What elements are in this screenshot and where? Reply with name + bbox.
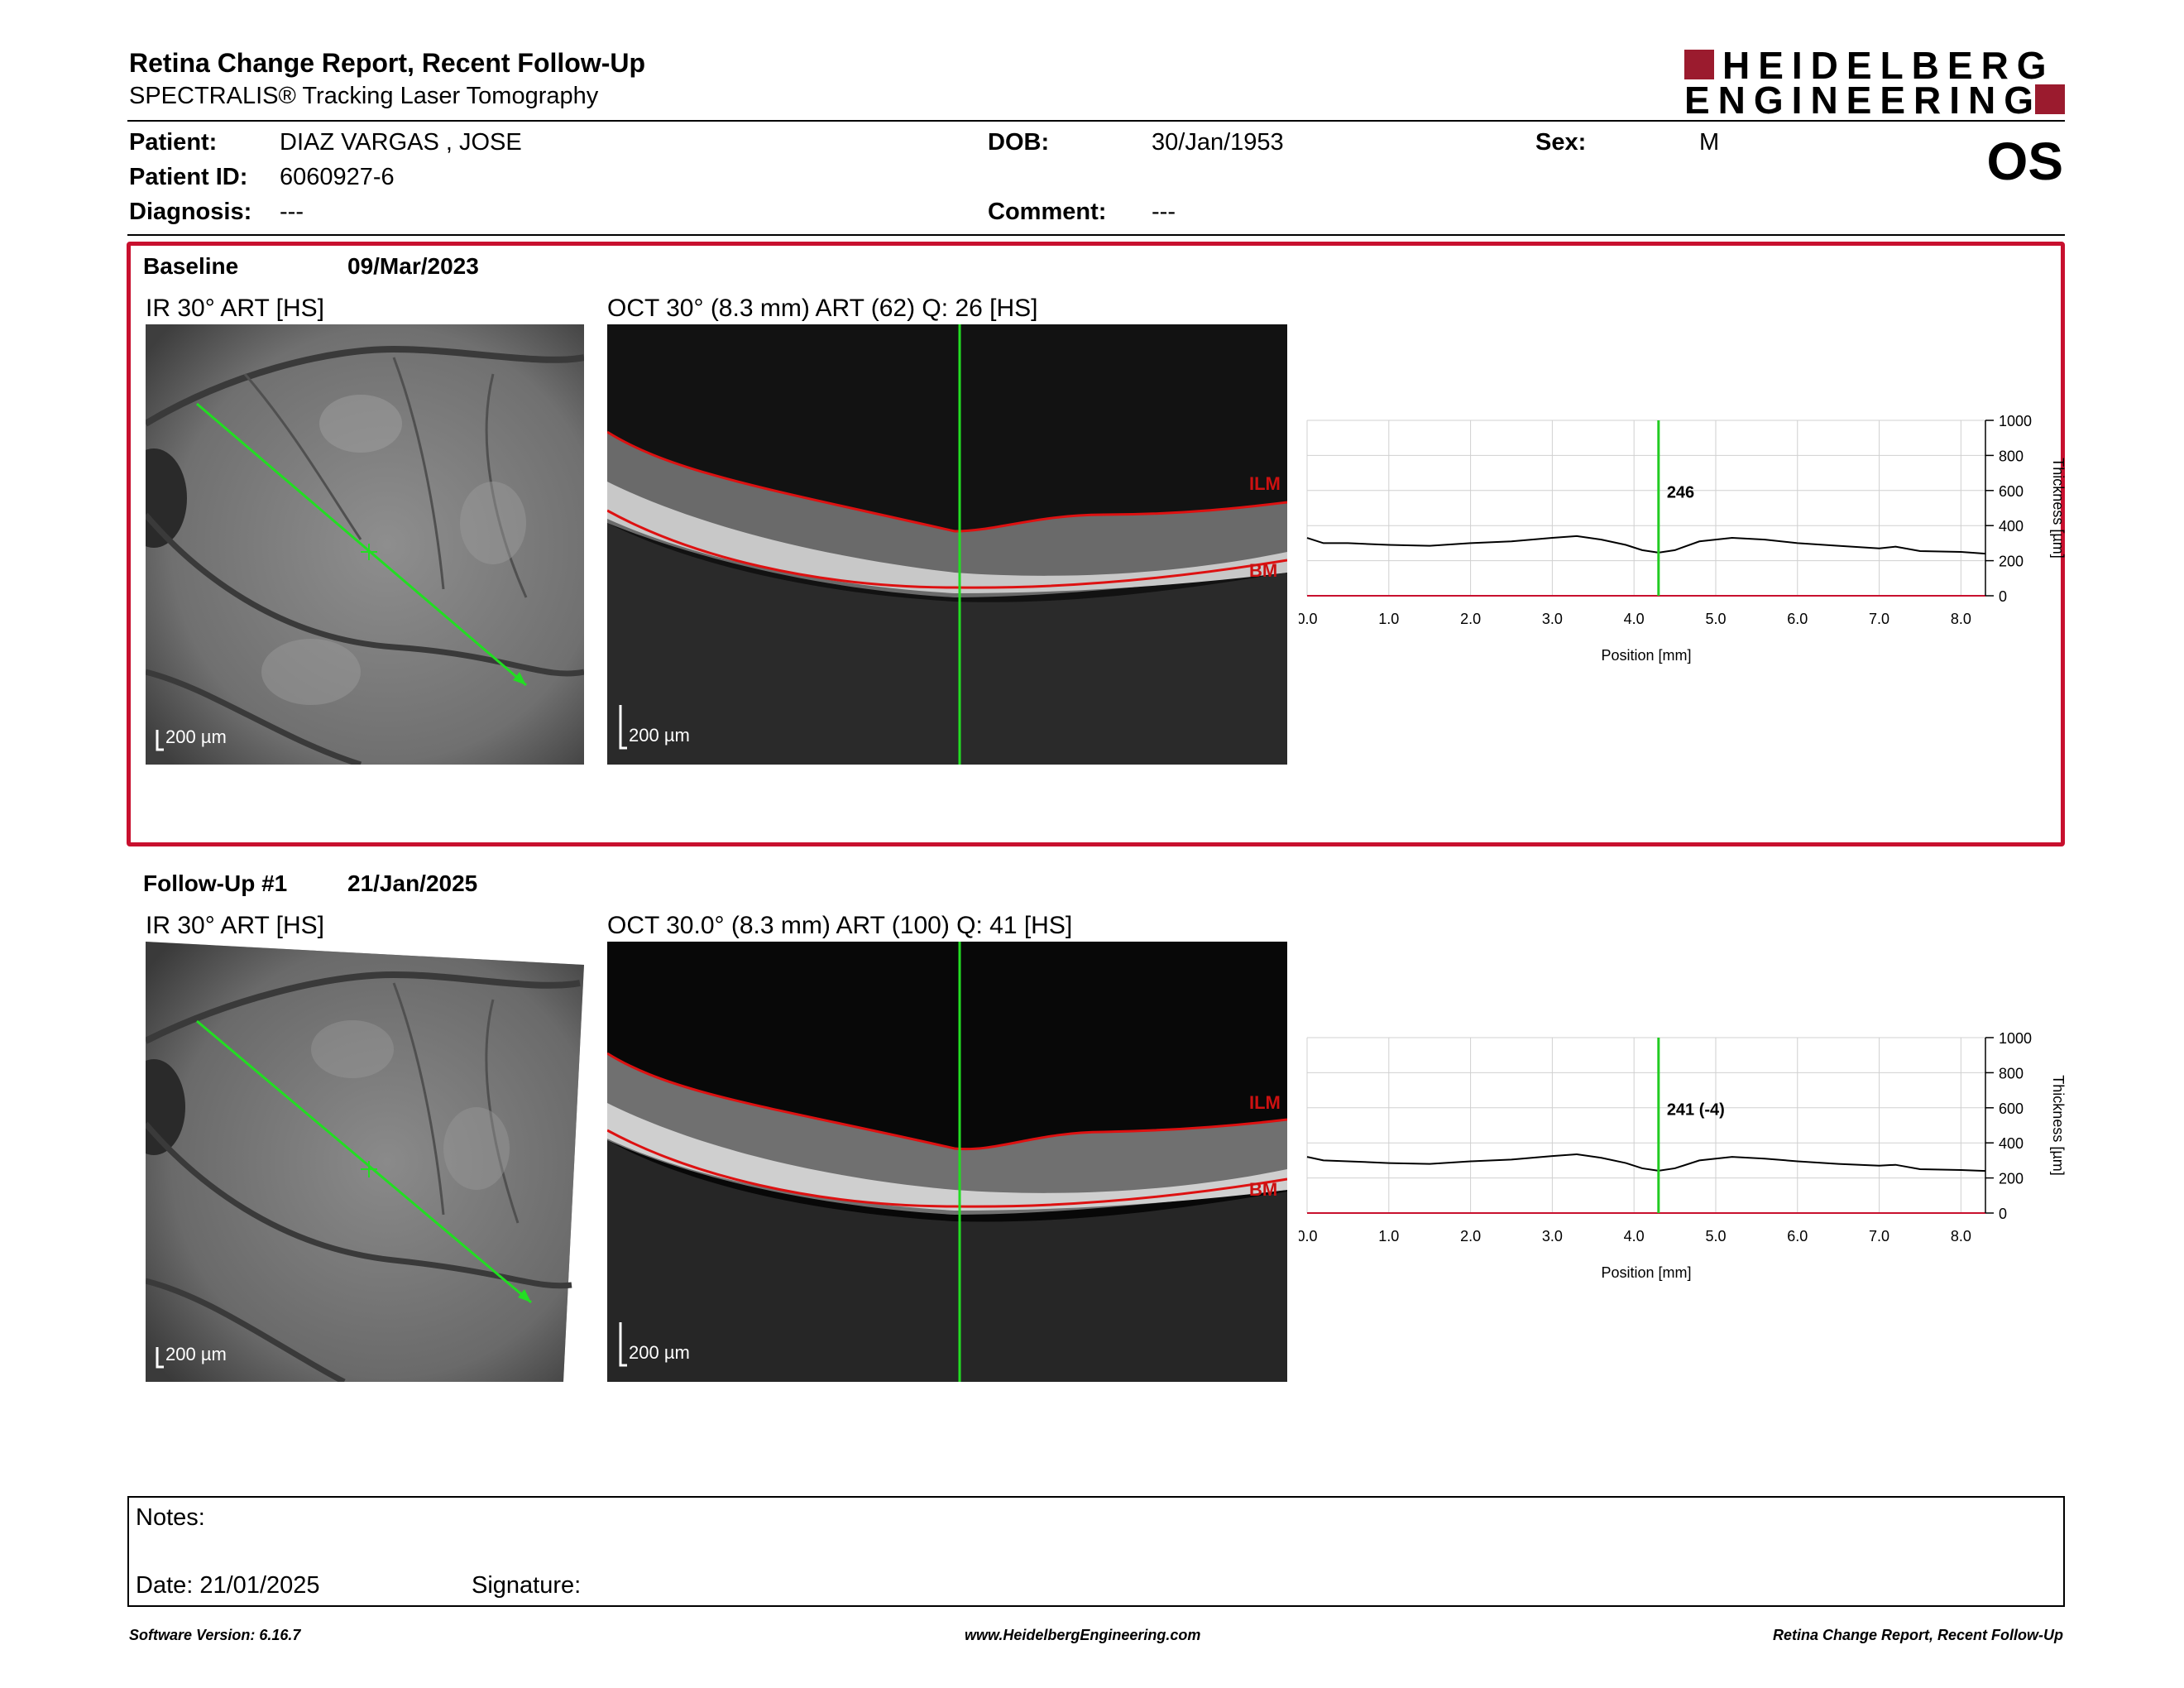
heidelberg-logo: HEIDELBERG ENGINEERING <box>1684 44 2065 122</box>
diagnosis-label: Diagnosis: <box>129 199 252 225</box>
followup-ir-caption: IR 30° ART [HS] <box>146 912 324 939</box>
baseline-thickness-chart: 0 200 400 600 800 1000 0.0 1.0 2.0 3.0 4.0 5.0 6.0 7.… <box>1299 413 2067 664</box>
header-divider <box>127 120 2065 122</box>
patient-id-label: Patient ID: <box>129 164 248 190</box>
y-tick-label: 400 <box>1999 1135 2024 1152</box>
notes-date: Date: 21/01/2025 <box>136 1572 320 1599</box>
signature-label: Signature: <box>472 1572 582 1599</box>
comment-label: Comment: <box>988 199 1107 225</box>
patient-id-value: 6060927-6 <box>280 164 395 190</box>
baseline-ilm-label: ILM <box>1249 473 1281 494</box>
x-tick-label: 2.0 <box>1460 1228 1481 1244</box>
logo-line2: ENGINEERING <box>1684 79 2043 122</box>
footer-website[interactable]: www.HeidelbergEngineering.com <box>965 1627 1201 1643</box>
y-tick-label: 0 <box>1999 588 2007 605</box>
followup-ir-scale: 200 µm <box>165 1344 227 1364</box>
y-tick-label: 400 <box>1999 518 2024 535</box>
eye-indicator: OS <box>1986 132 2063 191</box>
notes-label: Notes: <box>136 1504 205 1531</box>
report-subtitle: SPECTRALIS® Tracking Laser Tomography <box>129 83 599 109</box>
x-tick-label: 8.0 <box>1951 1228 1971 1244</box>
y-tick-label: 0 <box>1999 1206 2007 1222</box>
thickness-series-line <box>1306 1153 1986 1172</box>
y-tick-label: 200 <box>1999 554 2024 570</box>
x-tick-label: 2.0 <box>1460 611 1481 627</box>
footer-software-version: Software Version: 6.16.7 <box>129 1627 301 1643</box>
cursor-value-label: 246 <box>1667 483 1694 501</box>
thickness-series-line <box>1306 535 1986 555</box>
y-tick-label: 800 <box>1999 1065 2024 1081</box>
logo-square-bottom <box>2035 84 2065 114</box>
y-axis-label: Thickness [µm] <box>2050 1075 2067 1175</box>
followup-oct-caption: OCT 30.0° (8.3 mm) ART (100) Q: 41 [HS] <box>607 912 1073 939</box>
sex-label: Sex: <box>1535 129 1587 156</box>
baseline-ir-fundus <box>146 324 584 765</box>
y-axis-label: Thickness [µm] <box>2050 458 2067 558</box>
x-tick-label: 5.0 <box>1705 1228 1726 1244</box>
y-tick-label: 1000 <box>1999 1030 2032 1047</box>
followup-ir-fundus <box>146 942 584 1382</box>
cursor-value-label: 241 (-4) <box>1667 1101 1725 1119</box>
followup-thickness-chart: 0 200 400 600 800 1000 0.0 1.0 2.0 3.0 4.0 5.0 6.0 7.… <box>1299 1030 2067 1281</box>
x-tick-label: 7.0 <box>1869 611 1889 627</box>
y-tick-label: 600 <box>1999 1101 2024 1117</box>
baseline-label: Baseline <box>143 253 239 279</box>
logo-square-top <box>1684 50 1714 79</box>
x-tick-label: 6.0 <box>1787 611 1808 627</box>
followup-oct-image[interactable]: ILM BM 200 µm <box>607 942 1287 1382</box>
dob-value: 30/Jan/1953 <box>1152 129 1284 156</box>
sex-value: M <box>1699 129 1720 156</box>
x-tick-label: 3.0 <box>1542 611 1563 627</box>
x-tick-label: 4.0 <box>1624 1228 1645 1244</box>
followup-oct-scan: ILM BM <box>607 942 1287 1382</box>
y-tick-label: 200 <box>1999 1171 2024 1187</box>
followup-bm-label: BM <box>1249 1179 1277 1200</box>
baseline-bm-label: BM <box>1249 560 1277 581</box>
x-tick-label: 0.0 <box>1299 611 1318 627</box>
followup-ir-image[interactable]: 200 µm <box>146 942 584 1382</box>
patient-label: Patient: <box>129 129 218 156</box>
comment-value: --- <box>1152 199 1176 225</box>
baseline-ir-caption: IR 30° ART [HS] <box>146 295 324 322</box>
patient-name: DIAZ VARGAS , JOSE <box>280 129 522 156</box>
followup-oct-scale: 200 µm <box>629 1342 690 1363</box>
baseline-ir-scale: 200 µm <box>165 727 227 747</box>
baseline-ir-image[interactable]: 200 µm <box>146 324 584 765</box>
patient-divider <box>127 234 2065 236</box>
x-tick-label: 3.0 <box>1542 1228 1563 1244</box>
logo-line1: HEIDELBERG <box>1722 44 2055 87</box>
followup-label: Follow-Up #1 <box>143 870 288 896</box>
baseline-oct-scan: ILM BM <box>607 324 1287 765</box>
x-tick-label: 1.0 <box>1378 611 1399 627</box>
x-tick-label: 8.0 <box>1951 611 1971 627</box>
notes-box[interactable]: Notes: Date: 21/01/2025 Signature: <box>127 1496 2065 1607</box>
x-tick-label: 7.0 <box>1869 1228 1889 1244</box>
baseline-oct-image[interactable]: ILM BM 200 µm <box>607 324 1287 765</box>
baseline-oct-caption: OCT 30° (8.3 mm) ART (62) Q: 26 [HS] <box>607 295 1038 322</box>
diagnosis-value: --- <box>280 199 304 225</box>
followup-date: 21/Jan/2025 <box>347 870 478 896</box>
baseline-oct-scale: 200 µm <box>629 725 690 746</box>
dob-label: DOB: <box>988 129 1050 156</box>
baseline-panel <box>127 242 2065 846</box>
y-tick-label: 600 <box>1999 483 2024 500</box>
baseline-date: 09/Mar/2023 <box>347 253 479 279</box>
y-tick-label: 1000 <box>1999 413 2032 429</box>
x-tick-label: 4.0 <box>1624 611 1645 627</box>
x-tick-label: 5.0 <box>1705 611 1726 627</box>
y-tick-label: 800 <box>1999 448 2024 464</box>
x-tick-label: 0.0 <box>1299 1228 1318 1244</box>
x-tick-label: 6.0 <box>1787 1228 1808 1244</box>
report-title: Retina Change Report, Recent Follow-Up <box>129 48 646 78</box>
x-axis-label: Position [mm] <box>1601 647 1691 664</box>
x-axis-label: Position [mm] <box>1601 1264 1691 1281</box>
x-tick-label: 1.0 <box>1378 1228 1399 1244</box>
followup-ilm-label: ILM <box>1249 1092 1281 1113</box>
footer-report-name: Retina Change Report, Recent Follow-Up <box>1772 1627 2063 1643</box>
